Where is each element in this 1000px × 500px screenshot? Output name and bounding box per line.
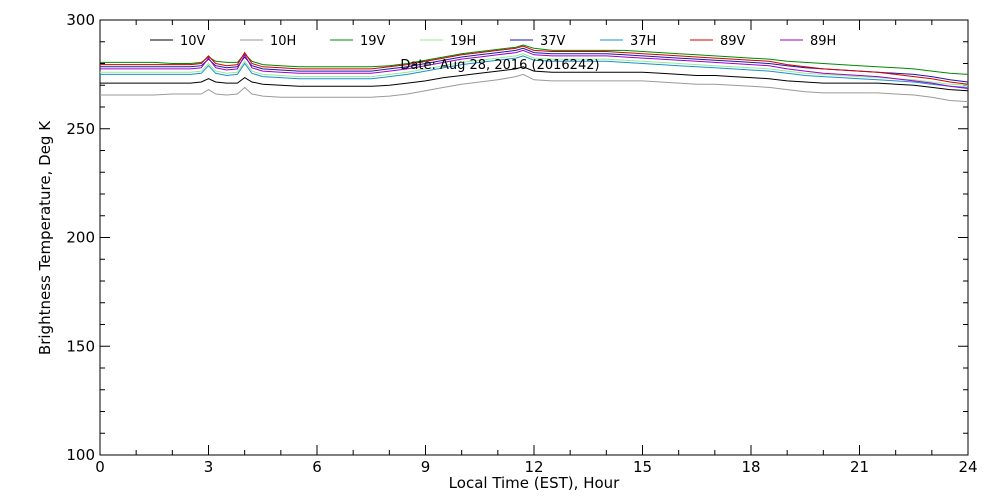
x-tick-label: 6 (312, 458, 322, 476)
series-line-37h (100, 55, 969, 88)
series-line-10v (100, 66, 969, 92)
y-axis-label: Brightness Temperature, Deg K (36, 120, 54, 355)
date-annotation: Date: Aug 28, 2016 (2016242) (400, 58, 599, 73)
legend-label: 37V (540, 34, 566, 49)
x-axis-label: Local Time (EST), Hour (449, 474, 620, 492)
series-line-19h (100, 53, 969, 86)
x-tick-label: 3 (204, 458, 214, 476)
series-line-19v (100, 44, 969, 75)
series-line-89h (100, 49, 969, 89)
series-line-37v (100, 47, 969, 83)
x-tick-label: 24 (958, 458, 977, 476)
y-tick-label: 200 (66, 229, 95, 247)
y-tick-label: 150 (66, 337, 95, 355)
y-tick-label: 100 (66, 446, 95, 464)
axis-ticks (99, 19, 969, 456)
x-tick-label: 12 (524, 458, 543, 476)
y-tick-label: 250 (66, 120, 95, 138)
x-tick-label: 9 (421, 458, 431, 476)
legend-label: 10H (270, 34, 296, 49)
x-tick-label: 0 (95, 458, 105, 476)
x-tick-label: 15 (633, 458, 652, 476)
series-line-10h (100, 73, 969, 103)
legend: 10V 10H 19V 19H 37V 37H 89V 89H (150, 34, 836, 49)
legend-label: 37H (630, 34, 656, 49)
tick-labels: 0 3 6 9 12 15 18 21 24 100 150 200 250 300 (66, 11, 977, 476)
plot-frame (99, 19, 969, 456)
series-line-89v (100, 45, 969, 85)
legend-label: 19H (450, 34, 476, 49)
series-lines (100, 44, 969, 103)
x-tick-label: 21 (850, 458, 869, 476)
x-tick-label: 18 (741, 458, 760, 476)
legend-label: 89V (720, 34, 746, 49)
legend-label: 89H (810, 34, 836, 49)
y-tick-label: 300 (66, 11, 95, 29)
legend-label: 10V (180, 34, 206, 49)
legend-label: 19V (360, 34, 386, 49)
